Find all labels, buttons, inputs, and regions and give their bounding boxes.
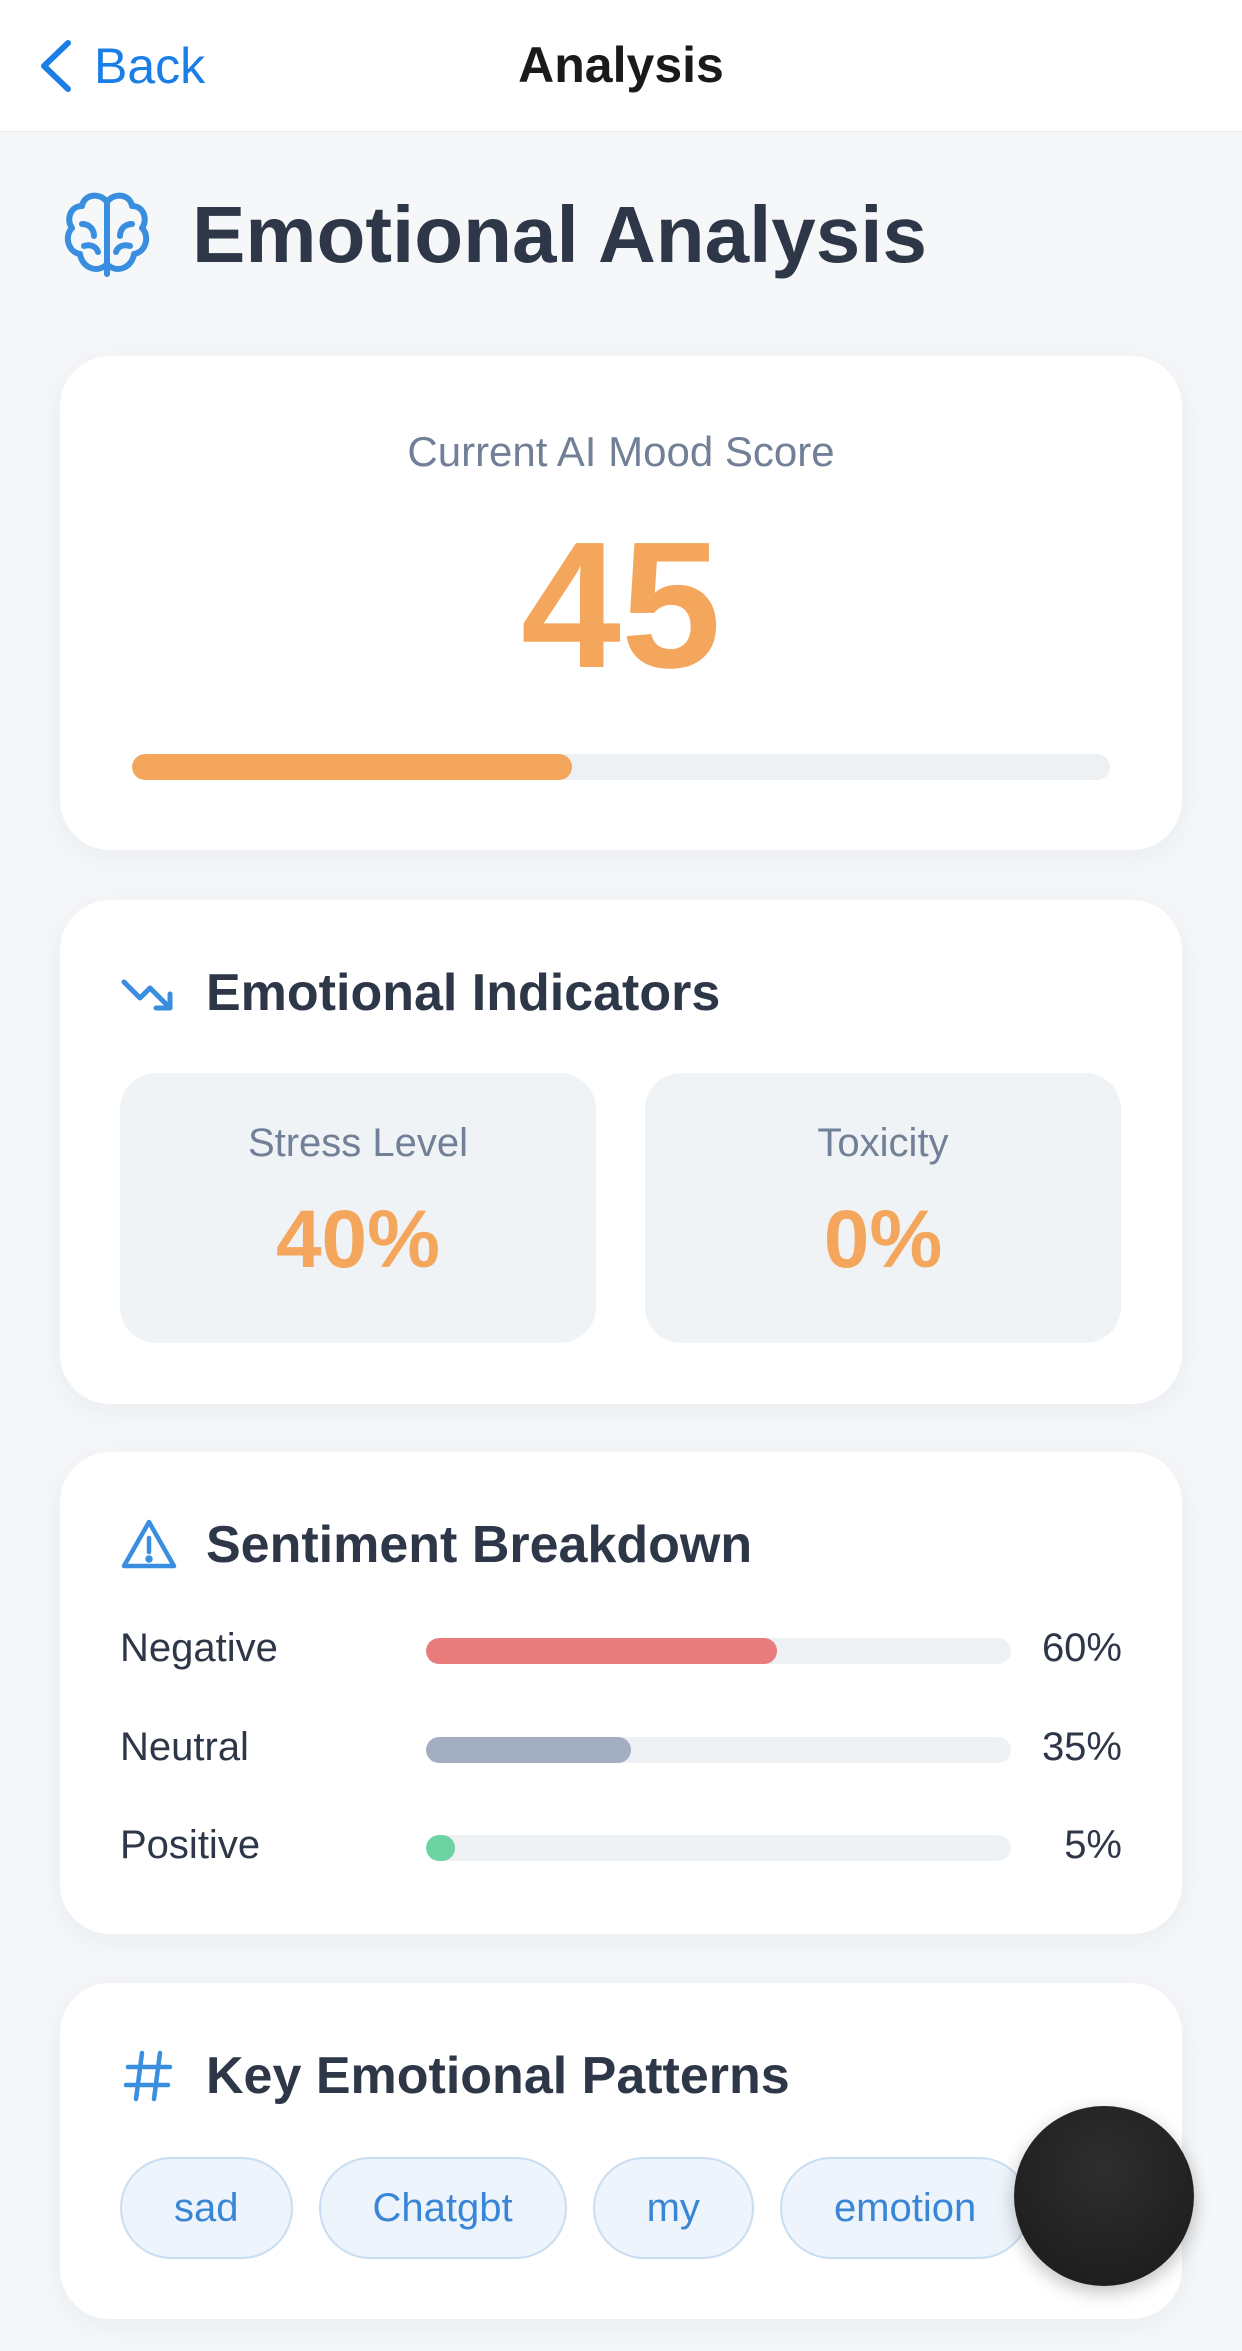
sentiment-fill-neutral [426, 1737, 631, 1763]
key-patterns-card: Key Emotional Patterns sad Chatgbt my em… [60, 1983, 1182, 2319]
stress-level-label: Stress Level [247, 1121, 469, 1165]
sentiment-row-neutral: Neutral 35% [120, 1719, 1122, 1779]
stress-level-value: 40% [275, 1194, 441, 1285]
nav-bar: Back Analysis [0, 0, 1242, 132]
sentiment-label: Neutral [120, 1725, 249, 1769]
indicators-title: Emotional Indicators [206, 964, 721, 1022]
page-header: Emotional Analysis [60, 180, 927, 290]
floating-action-button[interactable] [1014, 2106, 1194, 2286]
sentiment-heading: Sentiment Breakdown [120, 1512, 752, 1578]
mood-score-label: Current AI Mood Score [407, 428, 835, 475]
sentiment-fill-negative [426, 1638, 777, 1664]
mood-score-card: Current AI Mood Score 45 [60, 356, 1182, 850]
pattern-tag[interactable]: my [592, 2157, 754, 2259]
sentiment-row-negative: Negative 60% [120, 1620, 1122, 1680]
pattern-tag[interactable]: emotion [779, 2157, 1031, 2259]
back-button[interactable]: Back [36, 34, 205, 98]
trending-down-icon [121, 979, 173, 1011]
sentiment-value: 5% [1064, 1823, 1122, 1867]
sentiment-label: Positive [120, 1823, 261, 1867]
sentiment-value: 35% [1041, 1725, 1122, 1769]
pattern-tag[interactable]: Chatgbt [318, 2157, 567, 2259]
back-label: Back [94, 38, 206, 94]
sentiment-track [426, 1835, 1011, 1861]
nav-title: Analysis [518, 37, 724, 93]
indicators-heading: Emotional Indicators [120, 960, 720, 1026]
brain-icon [64, 192, 150, 277]
mood-progress-fill [132, 754, 573, 780]
stress-level-box: Stress Level 40% [120, 1073, 596, 1343]
toxicity-value: 0% [823, 1194, 943, 1285]
sentiment-title: Sentiment Breakdown [206, 1516, 753, 1574]
toxicity-label: Toxicity [817, 1121, 949, 1165]
pattern-tag[interactable]: sad [120, 2157, 293, 2259]
sentiment-value: 60% [1041, 1626, 1122, 1670]
sentiment-row-positive: Positive 5% [120, 1817, 1122, 1877]
emotional-indicators-card: Emotional Indicators Stress Level 40% To… [60, 900, 1182, 1404]
pattern-tags: sad Chatgbt my emotion [120, 2157, 1031, 2259]
mood-score-value: 45 [520, 505, 722, 706]
toxicity-box: Toxicity 0% [645, 1073, 1121, 1343]
patterns-heading: Key Emotional Patterns [120, 2043, 790, 2109]
sentiment-label: Negative [120, 1626, 278, 1670]
warning-triangle-icon [121, 1519, 177, 1569]
chevron-left-icon [41, 40, 71, 92]
sentiment-fill-positive [426, 1835, 456, 1861]
sentiment-breakdown-card: Sentiment Breakdown Negative 60% Neutral… [60, 1452, 1182, 1934]
sentiment-track [426, 1737, 1011, 1763]
mood-progress-track [132, 754, 1110, 780]
patterns-title: Key Emotional Patterns [206, 2047, 790, 2105]
hash-icon [123, 2050, 173, 2102]
page-title: Emotional Analysis [192, 190, 927, 279]
sentiment-track [426, 1638, 1011, 1664]
